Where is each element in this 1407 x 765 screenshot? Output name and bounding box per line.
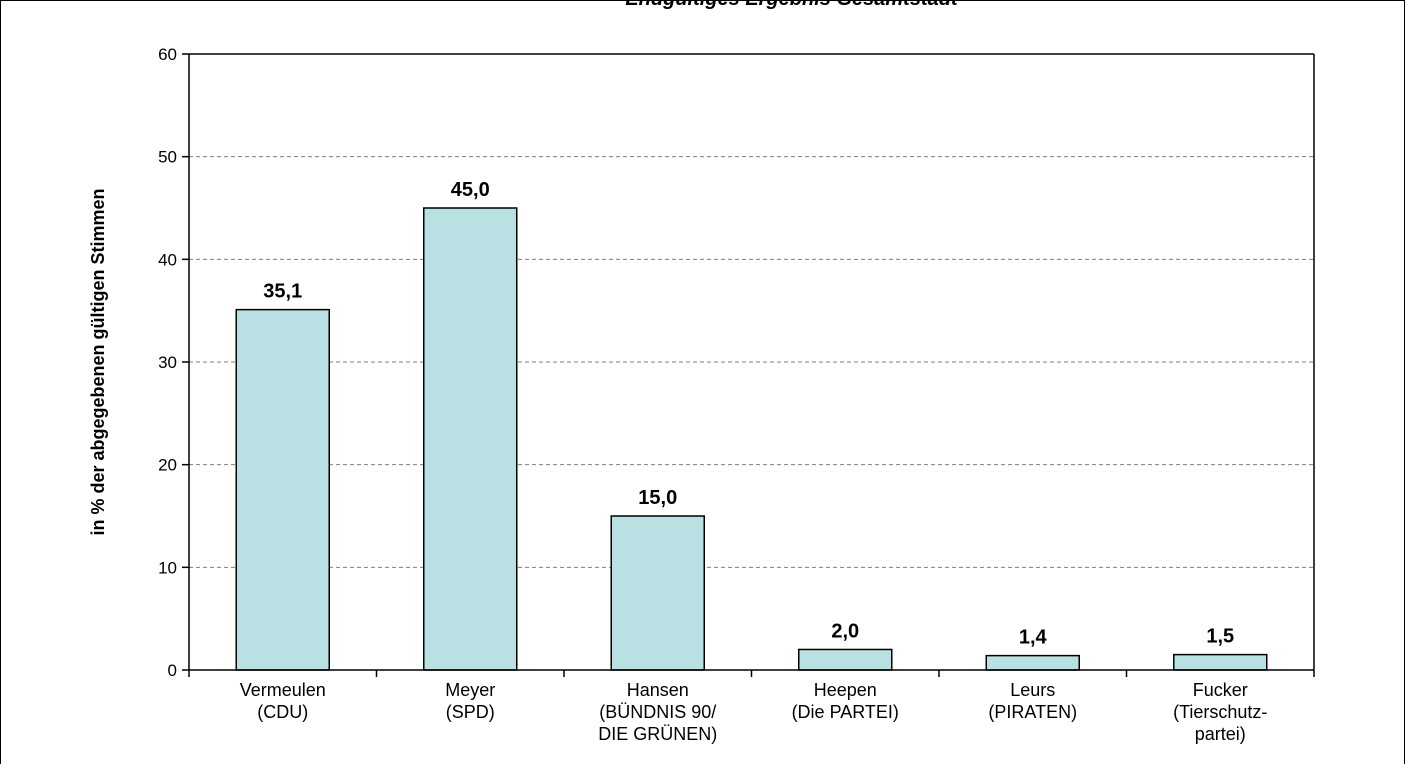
category-label-line: (PIRATEN) [988, 702, 1077, 722]
y-tick-label: 30 [158, 353, 177, 372]
chart-title: Endgültiges Ergebnis Gesamtstadt [625, 1, 959, 10]
data-label: 1,4 [1019, 627, 1048, 649]
y-tick-label: 60 [158, 45, 177, 64]
y-tick-label: 20 [158, 456, 177, 475]
category-label-line: partei) [1195, 724, 1246, 744]
data-label: 45,0 [451, 179, 490, 201]
category-label-line: Meyer [445, 680, 495, 700]
category-label: Meyer (SPD) [445, 680, 495, 722]
bar [423, 207, 518, 671]
bar [798, 648, 893, 671]
category-label-line: Vermeulen [240, 680, 326, 700]
y-tick-label: 0 [168, 661, 177, 680]
y-axis-label: in % der abgegebenen gültigen Stimmen [88, 188, 108, 535]
category-label-line: Leurs [1010, 680, 1055, 700]
category-label: Leurs (PIRATEN) [988, 680, 1077, 722]
category-label-line: (BÜNDNIS 90/ [599, 702, 716, 722]
category-label-line: (CDU) [257, 702, 308, 722]
category-label-line: (SPD) [446, 702, 495, 722]
bar [985, 654, 1080, 671]
y-tick-label: 40 [158, 250, 177, 269]
y-tick-label: 10 [158, 558, 177, 577]
bar [235, 308, 330, 671]
category-label: Vermeulen (CDU) [240, 680, 326, 722]
data-label: 2,0 [831, 620, 859, 642]
data-label: 1,5 [1206, 626, 1234, 648]
category-label-line: (Tierschutz- [1173, 702, 1267, 722]
category-label-line: DIE GRÜNEN) [598, 724, 717, 744]
data-label: 15,0 [638, 487, 677, 509]
data-label: 35,1 [263, 281, 302, 303]
category-label-line: (Die PARTEI) [792, 702, 899, 722]
category-label-line: Fucker [1193, 680, 1248, 700]
bar [1173, 653, 1268, 671]
bar [610, 515, 705, 671]
category-label-line: Hansen [627, 680, 689, 700]
category-label: Fucker (Tierschutz-partei) [1173, 680, 1267, 744]
category-label: Heepen (Die PARTEI) [792, 680, 899, 722]
category-label-line: Heepen [814, 680, 877, 700]
y-tick-label: 50 [158, 148, 177, 167]
category-label: Hansen (BÜNDNIS 90/DIE GRÜNEN) [598, 680, 717, 744]
